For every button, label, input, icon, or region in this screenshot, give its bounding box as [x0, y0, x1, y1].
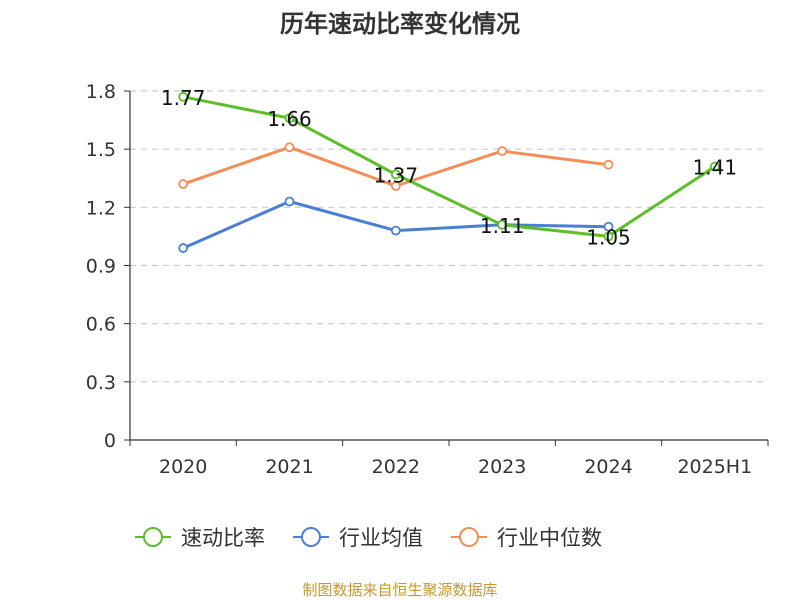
data-label: 1.37 [374, 163, 419, 187]
data-point [284, 196, 295, 207]
data-point [284, 142, 295, 153]
y-tick-label: 1.2 [86, 197, 116, 219]
data-point [284, 113, 295, 124]
data-point [497, 219, 508, 230]
data-point [497, 146, 508, 157]
x-tick-label: 2025H1 [677, 456, 752, 478]
data-label: 1.41 [693, 156, 738, 180]
x-tick-label: 2020 [159, 456, 207, 478]
data-point [603, 231, 614, 242]
data-label: 1.66 [267, 107, 312, 131]
data-point [603, 221, 614, 232]
data-label: 1.77 [161, 86, 206, 110]
legend-item: 速动比率 [135, 526, 265, 550]
x-axis-ticks: 2020 2021 2022 2023 2024 2025H1 [159, 456, 752, 478]
data-point [178, 243, 189, 253]
series-group [178, 91, 720, 253]
data-point [390, 181, 401, 191]
x-tick-label: 2021 [265, 456, 313, 478]
y-tick-label: 1.5 [86, 139, 116, 161]
data-labels: 1.77 1.66 1.37 1.11 1.05 1.41 [161, 86, 737, 250]
x-tick-label: 2023 [478, 456, 526, 478]
y-tick-label: 1.8 [86, 81, 116, 103]
series-line [182, 200, 609, 250]
legend-marker [301, 527, 321, 547]
legend-item: 行业均值 [293, 526, 423, 550]
y-tick-label: 0.9 [86, 256, 116, 278]
x-tick-label: 2024 [584, 456, 632, 478]
chart-title: 历年速动比率变化情况 [280, 10, 520, 38]
grid-lines [130, 90, 768, 383]
data-label: 1.11 [480, 214, 525, 238]
legend-item: 行业中位数 [451, 526, 602, 550]
data-point [390, 169, 401, 180]
source-note: 制图数据来自恒生聚源数据库 [302, 581, 497, 599]
data-label: 1.05 [586, 225, 631, 249]
series-line [182, 95, 716, 238]
y-axis-ticks: 0 0.3 0.6 0.9 1.2 1.5 1.8 [86, 81, 116, 452]
y-tick-label: 0.3 [86, 372, 116, 394]
legend-label: 速动比率 [181, 526, 265, 550]
data-point [709, 161, 720, 172]
legend-marker [459, 527, 479, 547]
y-tick-label: 0 [104, 430, 116, 452]
y-tick-label: 0.6 [86, 314, 116, 336]
legend-marker [143, 527, 163, 547]
data-point [178, 91, 189, 102]
x-tick-label: 2022 [372, 456, 420, 478]
axes [124, 90, 769, 446]
legend: 速动比率 行业均值 行业中位数 [135, 526, 602, 550]
data-point [603, 159, 614, 170]
legend-label: 行业均值 [339, 526, 423, 550]
data-point [178, 179, 189, 189]
legend-label: 行业中位数 [497, 526, 602, 550]
data-point [390, 225, 401, 236]
